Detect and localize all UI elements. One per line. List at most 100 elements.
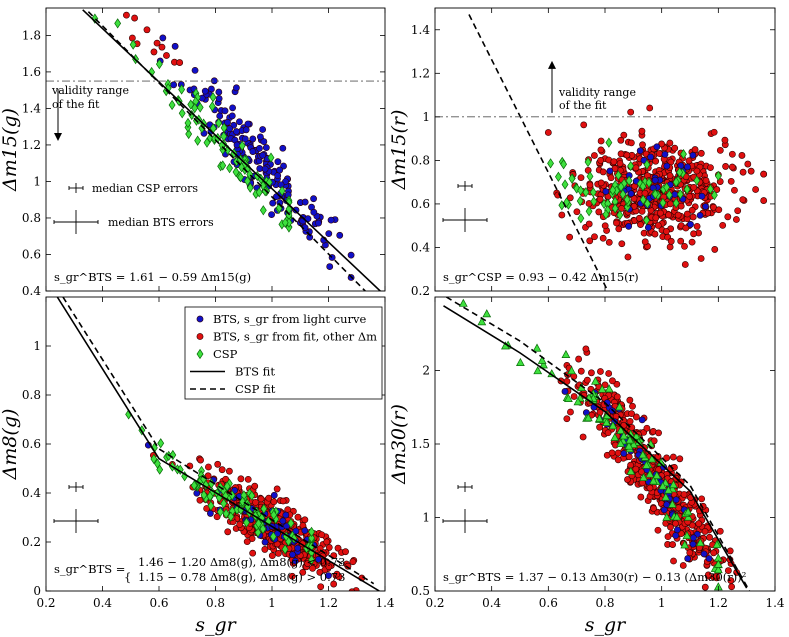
csp-point (676, 167, 684, 178)
bts-fit-point (624, 476, 631, 483)
bts-lightcurve-point (684, 555, 692, 562)
bts-fit-point (629, 402, 636, 410)
bts-fit-point (614, 449, 622, 457)
csp-point (625, 175, 633, 186)
bts-fit-point (626, 396, 634, 404)
csp-point (255, 187, 263, 198)
bts-fit-point (738, 152, 746, 159)
bts-lightcurve-point (224, 118, 231, 126)
y-tick-label: 1.8 (22, 28, 41, 42)
csp-point (255, 518, 262, 529)
bts-fit-point (638, 127, 646, 135)
bts-lightcurve-point (276, 166, 284, 174)
bts-fit-point (695, 520, 703, 528)
bts-lightcurve-point (274, 158, 282, 166)
csp-point (693, 175, 701, 186)
bts-fit-point (686, 193, 693, 200)
csp-point (642, 460, 651, 469)
bts-fit-point (679, 562, 687, 569)
csp-point (281, 544, 289, 555)
bts-fit-point (721, 136, 729, 144)
csp-point (651, 189, 659, 200)
y-tick-label: 0.8 (22, 388, 41, 402)
bts-lightcurve-point (242, 126, 250, 134)
csp-point (248, 490, 256, 501)
bts-fit-point (632, 413, 640, 421)
bts-fit-line (56, 297, 380, 591)
bts-fit-point (349, 558, 357, 566)
bts-fit-point (605, 370, 613, 377)
bts-fit-point (163, 52, 170, 59)
bts-fit-point (330, 580, 338, 588)
csp-point (638, 450, 648, 459)
validity-text: validity range (51, 84, 129, 97)
bts-lightcurve-point (674, 526, 681, 534)
validity-arrowhead (54, 133, 62, 142)
csp-point (281, 217, 289, 228)
bts-fit-point (690, 230, 697, 238)
csp-point (129, 39, 137, 50)
csp-point (278, 185, 286, 197)
bts-fit-point (652, 157, 660, 165)
bts-lightcurve-point (661, 150, 669, 158)
csp-point (477, 317, 487, 326)
bts-fit-point (682, 224, 690, 232)
csp-fit-line (445, 297, 751, 591)
bts-fit-point (607, 174, 615, 182)
bts-fit-point (618, 205, 625, 212)
csp-point (665, 189, 673, 201)
csp-point (269, 531, 277, 542)
bts-fit-point (605, 239, 613, 246)
bts-fit-point (755, 604, 761, 610)
csp-point (616, 209, 624, 221)
bts-fit-point (316, 568, 324, 576)
bts-fit-point (279, 497, 287, 505)
bts-fit-point (365, 594, 371, 600)
csp-point (611, 203, 619, 214)
bts-fit-point (588, 369, 595, 377)
y-axis-label: Δm8(g) (0, 409, 21, 481)
bts-fit-point (690, 184, 698, 191)
bts-fit-point (643, 424, 651, 432)
bts-lightcurve-point (279, 144, 287, 152)
legend: BTS, s_gr from light curve BTS, s_gr from… (184, 306, 383, 400)
bts-fit-point (318, 531, 326, 539)
csp-point (576, 195, 584, 207)
fit-formula: s_gr^BTS = 1.61 − 0.59 Δm15(g) (54, 270, 251, 284)
bts-fit-point (573, 208, 581, 216)
bts-fit-point (273, 485, 281, 493)
x-tick-label: 1 (268, 596, 276, 610)
csp-point (710, 190, 718, 201)
bts-lightcurve-point (171, 42, 179, 50)
y-tick-label: 1.4 (411, 23, 430, 37)
bts-fit-point (638, 207, 646, 215)
bts-fit-line (443, 305, 748, 589)
x-tick-label: 1.2 (319, 596, 338, 610)
csp-point (226, 163, 233, 174)
bts-lightcurve-point (228, 112, 236, 120)
bts-fit-point (681, 261, 689, 268)
bts-lightcurve-point (291, 557, 299, 565)
bts-fit-point (666, 139, 674, 147)
csp-point (624, 441, 634, 450)
series-csp (91, 13, 293, 233)
y-tick-label: 0.2 (411, 284, 430, 298)
bts-fit-point (128, 34, 136, 42)
bts-fit-point (646, 484, 654, 492)
validity-arrowhead (548, 60, 556, 69)
csp-point (643, 215, 650, 226)
csp-point (482, 309, 492, 318)
bts-lightcurve-point (684, 163, 691, 171)
plot-area (435, 14, 775, 291)
csp-fit-line (87, 11, 366, 291)
csp-point (623, 194, 631, 205)
csp-point (577, 213, 585, 224)
csp-point (458, 298, 468, 307)
csp-point (232, 166, 240, 178)
bts-fit-point (662, 228, 670, 235)
bts-lightcurve-point (689, 540, 697, 548)
csp-point (547, 158, 554, 169)
csp-point (560, 159, 568, 170)
bts-fit-point (599, 168, 607, 176)
